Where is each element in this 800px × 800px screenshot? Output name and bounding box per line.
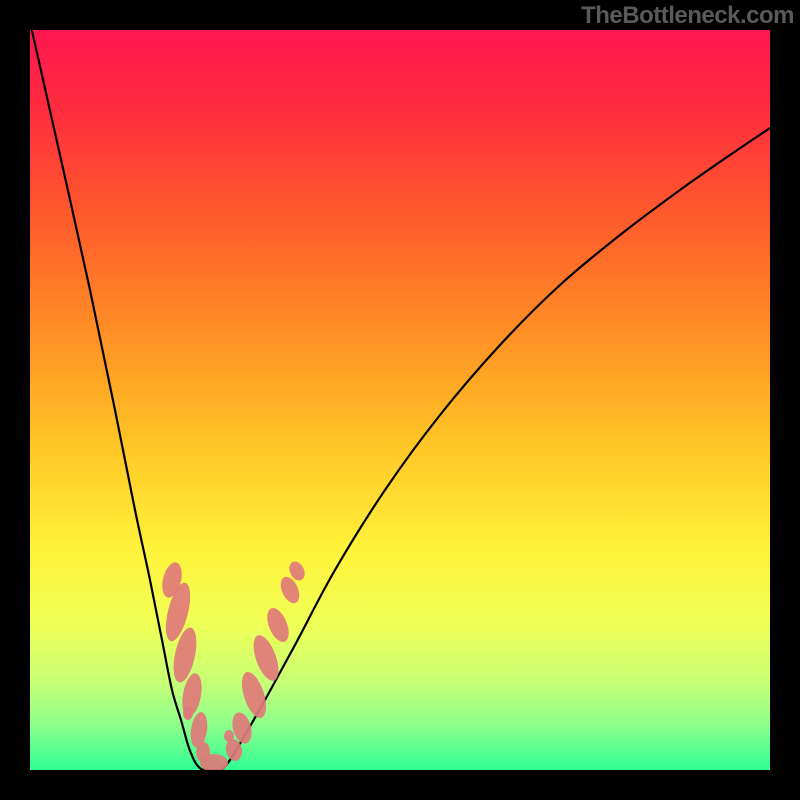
bottleneck-chart	[0, 0, 800, 800]
smudge-blob	[224, 730, 234, 742]
watermark-text: TheBottleneck.com	[581, 2, 794, 30]
chart-container: TheBottleneck.com	[0, 0, 800, 800]
smudge-blob	[183, 706, 193, 720]
gradient-background	[30, 30, 770, 770]
smudge-blob	[200, 754, 228, 772]
